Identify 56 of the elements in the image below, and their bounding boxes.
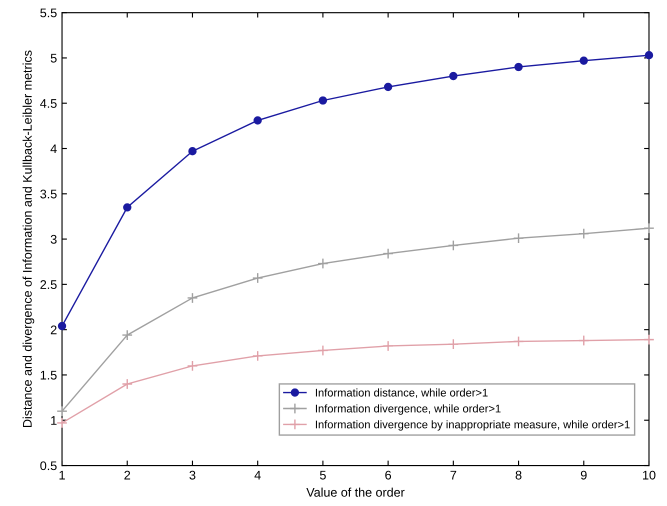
y-tick-label: 3.5 bbox=[40, 190, 57, 198]
point bbox=[644, 51, 654, 60]
point bbox=[382, 340, 394, 352]
legend-label: Information distance, while order>1 bbox=[316, 388, 488, 398]
point bbox=[449, 72, 458, 80]
legend-label: Information divergence by inappropriate measure, while order>1 bbox=[316, 420, 630, 431]
point bbox=[513, 336, 524, 347]
point bbox=[448, 240, 459, 251]
legend-label: Information divergence, while order>1 bbox=[316, 404, 501, 415]
y-tick-label: 4.5 bbox=[40, 99, 57, 108]
x-tick-label: 9 bbox=[580, 470, 587, 480]
point bbox=[513, 232, 524, 244]
x-tick-label: 1 bbox=[60, 470, 65, 480]
point bbox=[122, 378, 133, 390]
point bbox=[382, 248, 394, 260]
point bbox=[252, 350, 264, 362]
point bbox=[58, 322, 66, 330]
x-tick-label: 7 bbox=[450, 470, 456, 480]
x-tick-label: 2 bbox=[124, 470, 130, 480]
point bbox=[56, 417, 68, 429]
point bbox=[122, 330, 133, 341]
x-tick-label: 4 bbox=[254, 470, 261, 480]
y-tick-label: 2 bbox=[50, 325, 57, 334]
x-tick-label: 6 bbox=[385, 470, 392, 480]
point bbox=[252, 272, 264, 284]
y-axis-title: Distance and divergence of Information and Kullback-Leibler metrics bbox=[22, 50, 34, 428]
x-tick-label: 8 bbox=[516, 470, 522, 480]
point bbox=[318, 96, 328, 105]
point bbox=[384, 82, 392, 92]
x-tick-label: 10 bbox=[642, 470, 656, 480]
point bbox=[578, 228, 590, 240]
point bbox=[186, 360, 198, 372]
point bbox=[56, 406, 68, 417]
point bbox=[254, 116, 262, 125]
point bbox=[123, 203, 132, 212]
point bbox=[643, 334, 655, 346]
x-axis-title: Value of the order bbox=[306, 488, 405, 497]
x-tick-label: 5 bbox=[320, 470, 326, 480]
point bbox=[514, 62, 523, 72]
point bbox=[643, 222, 655, 234]
y-tick-label: 5.5 bbox=[40, 8, 57, 18]
point bbox=[186, 292, 198, 304]
point bbox=[317, 344, 328, 356]
y-tick-label: 1.5 bbox=[40, 370, 57, 380]
point bbox=[580, 56, 588, 65]
y-tick-label: 2.5 bbox=[40, 280, 57, 290]
point bbox=[578, 334, 590, 346]
y-tick-label: 1 bbox=[51, 416, 57, 425]
point bbox=[188, 147, 197, 156]
y-tick-label: 0.5 bbox=[40, 461, 57, 470]
x-tick-label: 3 bbox=[189, 470, 196, 480]
y-tick-label: 4 bbox=[50, 144, 57, 154]
y-tick-label: 3 bbox=[50, 234, 57, 244]
point bbox=[448, 338, 459, 350]
point bbox=[317, 258, 328, 270]
y-tick-label: 5 bbox=[50, 54, 57, 63]
